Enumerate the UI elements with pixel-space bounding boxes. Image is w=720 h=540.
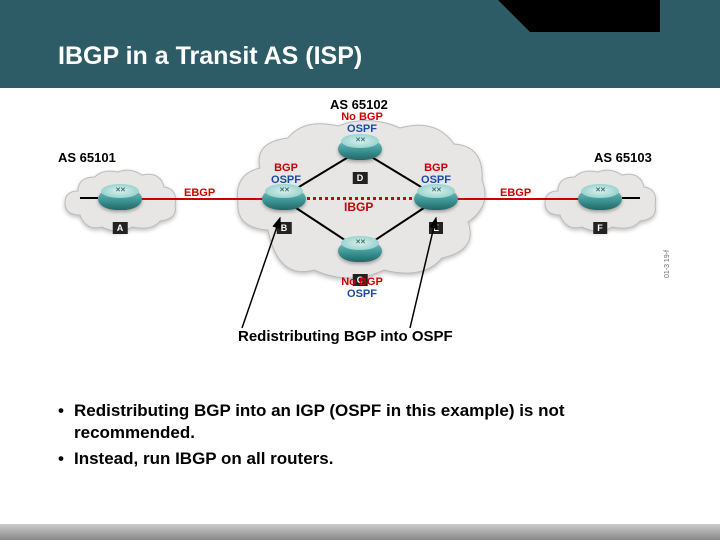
diagram-caption: Redistributing BGP into OSPF [238,328,453,345]
corner-tab [530,0,660,32]
bullet-1: Redistributing BGP into an IGP (OSPF in … [58,400,680,444]
bullet-2: Instead, run IBGP on all routers. [58,448,680,470]
header-bar: IBGP in a Transit AS (ISP) [0,0,720,88]
bullet-list: Redistributing BGP into an IGP (OSPF in … [58,400,680,474]
slide-title: IBGP in a Transit AS (ISP) [58,42,362,71]
side-note: 01-3 19-f [664,250,671,278]
network-diagram: ✕✕ A ✕✕ B ✕✕ C ✕✕ D ✕✕ E ✕✕ F AS 65101 A… [0,100,720,370]
footer-bar [0,524,720,540]
